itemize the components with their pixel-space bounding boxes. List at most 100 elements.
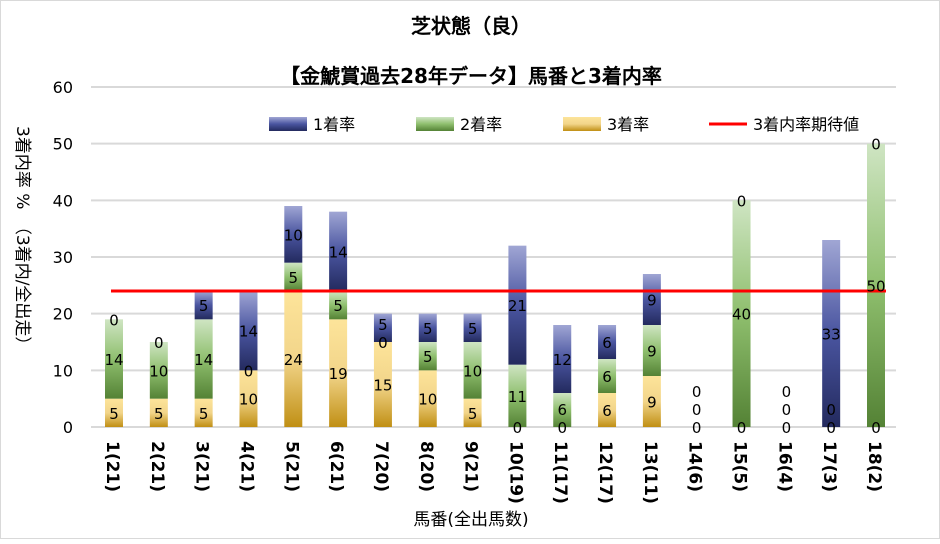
legend-swatch bbox=[416, 117, 454, 131]
data-label: 0 bbox=[782, 383, 792, 401]
bar-2着率 bbox=[508, 364, 527, 427]
data-label: 10 bbox=[284, 226, 303, 244]
legend-label: 1着率 bbox=[313, 115, 355, 134]
bar-3着率 bbox=[239, 370, 258, 427]
x-tick-label: 2(21) bbox=[147, 441, 167, 492]
x-tick-label: 18(2) bbox=[864, 441, 884, 492]
data-label: 0 bbox=[737, 419, 747, 437]
data-label: 21 bbox=[508, 297, 527, 315]
data-label: 9 bbox=[647, 292, 657, 310]
bar-2着率 bbox=[105, 319, 123, 399]
data-label: 5 bbox=[468, 405, 478, 423]
bar-3着率 bbox=[194, 398, 213, 427]
y-tick-label: 20 bbox=[53, 305, 73, 324]
data-label: 50 bbox=[866, 277, 885, 295]
bar-3着率 bbox=[598, 393, 617, 427]
bar-1着率 bbox=[329, 211, 348, 291]
data-label: 0 bbox=[692, 419, 702, 437]
data-label: 33 bbox=[822, 326, 841, 344]
legend-swatch bbox=[269, 117, 307, 131]
bar-1着率 bbox=[508, 245, 527, 365]
data-label: 5 bbox=[423, 348, 433, 366]
data-label: 0 bbox=[109, 311, 119, 329]
data-label: 14 bbox=[194, 351, 213, 369]
data-label: 5 bbox=[333, 297, 343, 315]
data-label: 0 bbox=[692, 401, 702, 419]
data-label: 0 bbox=[557, 419, 567, 437]
bar-1着率 bbox=[822, 240, 841, 427]
data-label: 6 bbox=[557, 401, 567, 419]
data-label: 14 bbox=[329, 243, 348, 261]
x-tick-label: 16(4) bbox=[774, 441, 794, 492]
x-tick-label: 5(21) bbox=[281, 441, 301, 492]
bar-2着率 bbox=[194, 319, 213, 399]
bar-3着率 bbox=[642, 376, 661, 427]
x-tick-label: 8(20) bbox=[416, 441, 436, 492]
x-tick-label: 3(21) bbox=[192, 441, 212, 492]
data-label: 5 bbox=[199, 297, 209, 315]
bar-2着率 bbox=[867, 143, 885, 427]
data-label: 0 bbox=[154, 334, 164, 352]
data-label: 5 bbox=[199, 405, 209, 423]
data-label: 14 bbox=[104, 351, 123, 369]
bar-3着率 bbox=[418, 370, 437, 427]
x-tick-label: 15(5) bbox=[730, 441, 750, 492]
bar-1着率 bbox=[194, 291, 213, 320]
data-label: 0 bbox=[826, 419, 836, 437]
data-label: 9 bbox=[647, 343, 657, 361]
data-label: 0 bbox=[871, 419, 881, 437]
data-label: 6 bbox=[602, 334, 612, 352]
bar-1着率 bbox=[463, 313, 482, 342]
data-label: 0 bbox=[244, 362, 254, 380]
x-tick-label: 14(6) bbox=[685, 441, 705, 492]
bar-2着率 bbox=[418, 342, 437, 371]
y-tick-label: 10 bbox=[53, 361, 73, 380]
data-label: 19 bbox=[329, 365, 348, 383]
data-label: 9 bbox=[647, 394, 657, 412]
bar-1着率 bbox=[418, 313, 437, 342]
y-tick-label: 0 bbox=[63, 418, 73, 437]
legend-swatch bbox=[563, 117, 601, 131]
data-label: 0 bbox=[826, 401, 836, 419]
data-label: 0 bbox=[737, 192, 747, 210]
y-tick-label: 50 bbox=[53, 135, 73, 154]
bar-3着率 bbox=[149, 398, 168, 427]
data-label: 0 bbox=[692, 383, 702, 401]
x-axis-label: 馬番(全出馬数) bbox=[413, 510, 528, 530]
bar-2着率 bbox=[642, 325, 661, 376]
y-axis-label: 3着内率 % （3着内/全出走） bbox=[12, 126, 32, 353]
x-tick-label: 6(21) bbox=[326, 441, 346, 492]
data-label: 15 bbox=[373, 377, 392, 395]
bar-3着率 bbox=[373, 342, 392, 427]
x-tick-label: 12(17) bbox=[595, 441, 615, 504]
data-label: 5 bbox=[109, 405, 119, 423]
chart-subtitle: 【金鯱賞過去28年データ】馬番と3着内率 bbox=[280, 64, 662, 88]
data-label: 5 bbox=[289, 269, 299, 287]
x-tick-label: 13(11) bbox=[640, 441, 660, 504]
bar-3着率 bbox=[329, 319, 348, 427]
bar-2着率 bbox=[463, 342, 482, 399]
y-tick-label: 60 bbox=[53, 78, 73, 97]
data-label: 0 bbox=[871, 136, 881, 154]
x-tick-label: 4(21) bbox=[236, 441, 256, 492]
bar-2着率 bbox=[284, 262, 303, 291]
legend-label: 2着率 bbox=[460, 115, 502, 134]
bar-1着率 bbox=[239, 291, 258, 371]
data-label: 40 bbox=[732, 306, 751, 324]
y-tick-label: 30 bbox=[53, 248, 73, 267]
data-label: 0 bbox=[513, 419, 523, 437]
x-tick-label: 7(20) bbox=[371, 441, 391, 492]
bar-1着率 bbox=[553, 325, 572, 393]
bar-1着率 bbox=[373, 313, 392, 342]
data-label: 5 bbox=[423, 320, 433, 338]
data-label: 14 bbox=[239, 323, 258, 341]
y-tick-label: 40 bbox=[53, 191, 73, 210]
data-label: 0 bbox=[782, 401, 792, 419]
x-tick-label: 1(21) bbox=[102, 441, 122, 492]
x-tick-label: 17(3) bbox=[819, 441, 839, 492]
bar-1着率 bbox=[642, 274, 661, 325]
x-tick-label: 10(19) bbox=[505, 441, 525, 504]
bar-3着率 bbox=[463, 398, 482, 427]
